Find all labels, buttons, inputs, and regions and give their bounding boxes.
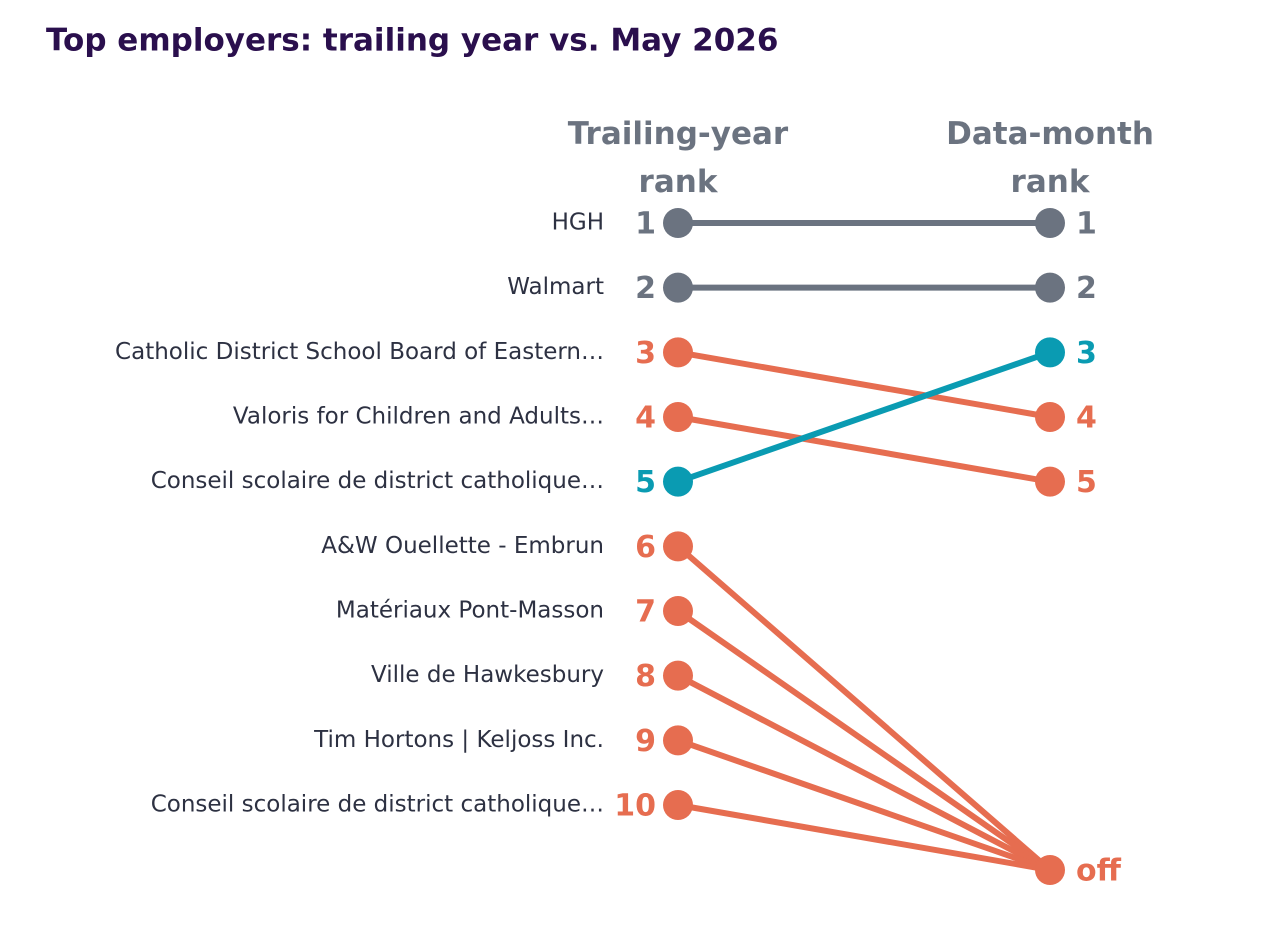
start-dot [663,337,693,368]
start-dot [663,725,693,756]
category-label: Ville de Hawkesbury [371,662,604,688]
end-rank-label: 1 [1076,207,1097,242]
start-dot [663,402,693,432]
category-label: Catholic District School Board of Easter… [115,339,604,365]
slope-line [676,608,1052,873]
start-dot [663,272,693,303]
column-header: Data-month rank [946,116,1154,200]
category-label: Conseil scolaire de district catholique… [151,792,604,818]
end-dot [1035,337,1065,368]
start-rank-label: 6 [635,530,656,565]
start-rank-label: 7 [635,595,656,630]
start-rank-label: 3 [635,336,656,371]
start-dot [663,660,693,691]
end-dot [1035,402,1065,432]
slope-line [677,349,1051,420]
category-label: Tim Hortons | Keljoss Inc. [313,727,604,753]
end-rank-label: 2 [1076,271,1097,306]
end-dot [1035,466,1065,497]
category-label: Matériaux Pont-Masson [336,598,604,624]
category-label: A&W Ouellette - Embrun [321,533,604,559]
slope-line [676,544,1052,873]
start-dot [663,596,693,626]
end-dot [1035,208,1065,238]
start-dot [663,531,693,562]
end-rank-label: 5 [1076,465,1097,500]
category-label: Walmart [507,274,604,300]
end-dot [1035,272,1065,303]
slope-line [677,349,1051,485]
start-rank-label: 2 [635,271,656,306]
off-label: off [1076,854,1122,889]
category-label: HGH [552,210,604,236]
start-rank-label: 4 [635,401,656,436]
start-dot [663,790,693,820]
end-rank-label: 4 [1076,401,1097,436]
start-rank-label: 5 [635,465,656,500]
category-label: Conseil scolaire de district catholique… [151,468,604,494]
start-rank-label: 9 [635,724,656,759]
start-dot [663,466,693,497]
off-dot [1035,855,1065,885]
slope-line [677,414,1051,485]
slope-line [677,802,1051,873]
slope-line [676,673,1052,873]
category-label: Valoris for Children and Adults… [233,404,604,430]
start-rank-label: 1 [635,207,656,242]
end-rank-label: 3 [1076,336,1097,371]
start-rank-label: 8 [635,659,656,694]
start-dot [663,208,693,238]
start-rank-label: 10 [614,789,656,824]
slope-line [677,737,1051,873]
chart-title: Top employers: trailing year vs. May 202… [46,23,778,59]
column-header: Trailing-year rank [567,116,789,200]
